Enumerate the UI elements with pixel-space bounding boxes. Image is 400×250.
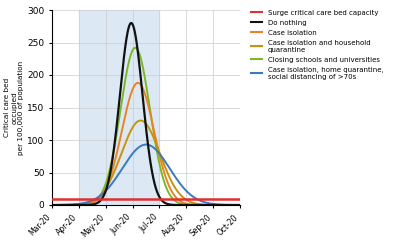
Bar xyxy=(79,10,160,205)
Legend: Surge critical care bed capacity, Do nothing, Case isolation, Case isolation and: Surge critical care bed capacity, Do not… xyxy=(251,10,384,80)
Y-axis label: Critical care bed
occupied
per 100,000 of population: Critical care bed occupied per 100,000 o… xyxy=(4,60,24,154)
